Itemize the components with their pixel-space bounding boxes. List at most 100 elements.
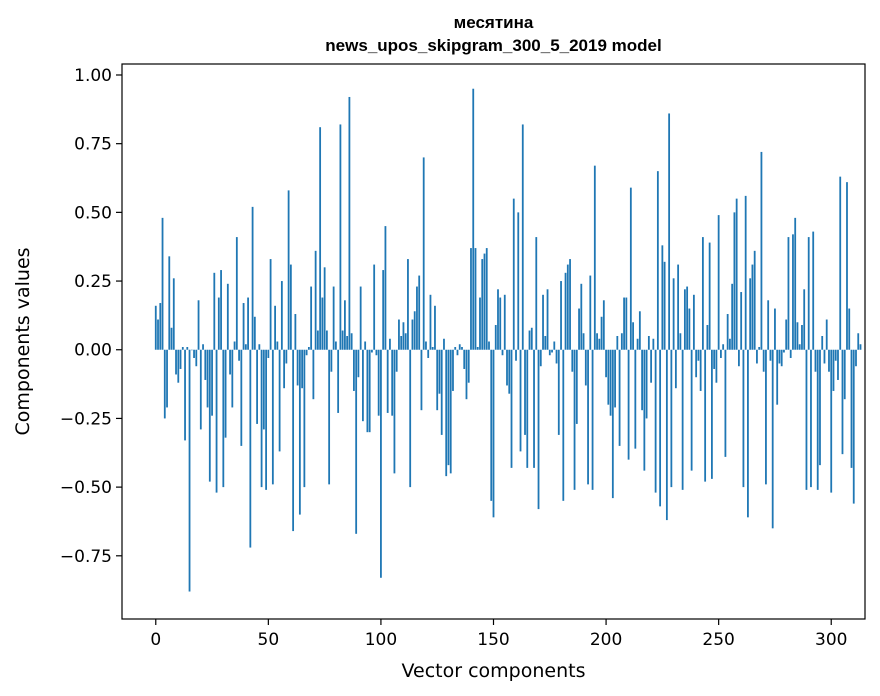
bar	[629, 187, 632, 350]
bar	[375, 349, 378, 356]
bar	[298, 349, 301, 515]
bar	[578, 308, 580, 350]
bar	[738, 349, 740, 367]
bar	[253, 316, 256, 350]
bar	[427, 349, 430, 358]
bar	[837, 349, 839, 380]
bar	[798, 344, 801, 350]
bar	[472, 88, 475, 350]
bar	[726, 314, 729, 350]
bar	[476, 347, 479, 350]
bar	[305, 349, 308, 356]
bar	[208, 349, 211, 482]
bar	[616, 336, 619, 350]
bar	[233, 341, 236, 350]
chart-title-line-1: месятина	[454, 13, 534, 32]
bar	[229, 349, 231, 375]
bar	[344, 300, 346, 350]
bar	[260, 349, 263, 488]
bar	[681, 349, 684, 490]
bar	[823, 349, 826, 364]
bar	[280, 281, 283, 350]
bar	[774, 308, 776, 350]
bar	[825, 319, 828, 350]
bar	[501, 349, 504, 356]
bar	[467, 349, 470, 383]
bar	[400, 336, 403, 350]
bar	[620, 333, 623, 350]
bar	[600, 316, 603, 350]
bar	[199, 349, 202, 430]
bar	[409, 349, 412, 488]
bar	[841, 349, 844, 455]
bar	[312, 349, 315, 400]
bar	[701, 237, 704, 350]
bar	[323, 267, 326, 350]
bar	[506, 349, 508, 386]
bar	[508, 349, 511, 394]
bar	[524, 349, 526, 435]
bar	[593, 165, 596, 350]
bar	[163, 349, 166, 419]
bar	[789, 349, 792, 358]
bar	[575, 349, 578, 424]
bar	[483, 253, 486, 350]
bar	[310, 286, 313, 350]
bar	[751, 264, 754, 350]
bar	[521, 124, 524, 350]
bar	[350, 333, 353, 350]
bar	[528, 330, 531, 350]
bar	[440, 349, 443, 435]
y-tick-label: 0.75	[74, 135, 112, 155]
bar	[715, 349, 718, 383]
bar	[231, 349, 234, 408]
bar	[242, 303, 245, 350]
bar	[217, 297, 220, 350]
bar	[447, 349, 450, 466]
bar	[339, 124, 342, 350]
bar	[404, 333, 407, 350]
bar	[656, 171, 659, 350]
bar	[819, 349, 821, 466]
bar	[157, 319, 159, 350]
bar	[195, 349, 198, 367]
bar	[159, 303, 162, 350]
bar	[724, 349, 727, 457]
bar	[380, 349, 382, 578]
bar	[765, 349, 767, 485]
bar	[828, 349, 830, 372]
bar	[186, 347, 189, 350]
bar	[816, 349, 819, 490]
bar	[747, 349, 749, 518]
bar	[729, 338, 731, 350]
bar	[341, 330, 344, 350]
bar	[663, 261, 666, 350]
bar	[807, 237, 810, 350]
bar	[269, 259, 272, 350]
bar	[386, 349, 389, 413]
bar	[222, 349, 225, 488]
bar	[456, 349, 459, 356]
bar	[596, 333, 598, 350]
bar	[213, 272, 216, 350]
bar	[429, 294, 432, 350]
bar	[413, 311, 416, 350]
bar	[557, 349, 560, 435]
y-axis: −0.75 −0.50 −0.25 0.00 0.25 0.50 0.75 1.00	[60, 66, 122, 567]
bar	[733, 212, 736, 350]
x-tick-label: 300	[815, 630, 847, 650]
bar	[607, 349, 610, 405]
bar	[215, 349, 218, 493]
bar	[659, 349, 662, 507]
bar	[760, 151, 763, 350]
bar	[416, 286, 418, 350]
bar	[643, 349, 646, 471]
x-axis: 0 50 100 150 200 250 300	[150, 619, 847, 650]
bar	[434, 305, 436, 350]
bar	[289, 264, 292, 350]
x-tick-label: 100	[365, 630, 397, 650]
x-axis-label: Vector components	[402, 660, 586, 682]
bar	[303, 349, 306, 488]
bar	[683, 289, 686, 350]
bar	[706, 325, 709, 350]
